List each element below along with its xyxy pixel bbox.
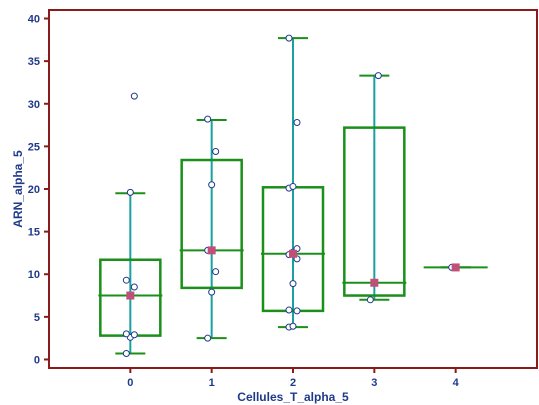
x-tick-label: 4 (453, 377, 460, 389)
y-axis: 0 5 10 15 20 25 30 35 40 (28, 14, 49, 366)
x-tick-label: 2 (290, 377, 296, 389)
x-axis-title: Cellules_T_alpha_5 (237, 390, 349, 404)
y-tick-label: 5 (34, 312, 40, 324)
x-tick-label: 1 (209, 377, 215, 389)
box-group-0 (98, 92, 163, 358)
y-tick-label: 30 (28, 99, 40, 111)
iqr-box (343, 126, 406, 297)
data-point (366, 296, 374, 304)
y-tick-label: 10 (28, 269, 40, 281)
mean-marker (207, 246, 216, 255)
mean-marker (370, 278, 379, 287)
data-point (212, 268, 220, 276)
y-axis-title: ARN_alpha_5 (11, 150, 25, 228)
data-point (126, 188, 134, 196)
mean-marker (289, 249, 297, 258)
y-tick-label: 20 (28, 184, 40, 196)
data-point (289, 322, 297, 330)
data-point (130, 331, 138, 339)
y-tick-label: 15 (28, 227, 40, 239)
x-axis: 0 1 2 3 4 (127, 368, 460, 389)
data-point (212, 147, 220, 155)
box-group-3 (342, 72, 407, 304)
data-point (293, 119, 301, 127)
mean-marker (451, 263, 460, 272)
data-point (289, 182, 297, 190)
data-point (122, 350, 130, 358)
x-tick-label: 0 (127, 377, 133, 389)
box-group-4 (423, 263, 488, 272)
data-point (293, 307, 301, 315)
y-tick-label: 35 (28, 56, 40, 68)
data-point (285, 306, 293, 314)
data-point (130, 92, 138, 100)
data-point (289, 280, 297, 288)
data-point (374, 72, 382, 80)
box-groups (98, 34, 488, 358)
data-point (204, 334, 212, 342)
data-point (122, 330, 130, 338)
iqr-box (180, 158, 243, 290)
data-point (208, 288, 216, 296)
y-tick-label: 25 (28, 141, 40, 153)
data-point (204, 115, 212, 123)
box-group-2 (261, 34, 325, 331)
box-group-1 (179, 115, 244, 342)
mean-marker (126, 291, 135, 300)
y-tick-label: 40 (28, 14, 40, 26)
data-point (122, 276, 130, 284)
y-tick-label: 0 (34, 354, 40, 366)
data-point (208, 181, 216, 189)
data-point (130, 283, 138, 291)
data-point (285, 34, 293, 42)
x-tick-label: 3 (371, 377, 377, 389)
